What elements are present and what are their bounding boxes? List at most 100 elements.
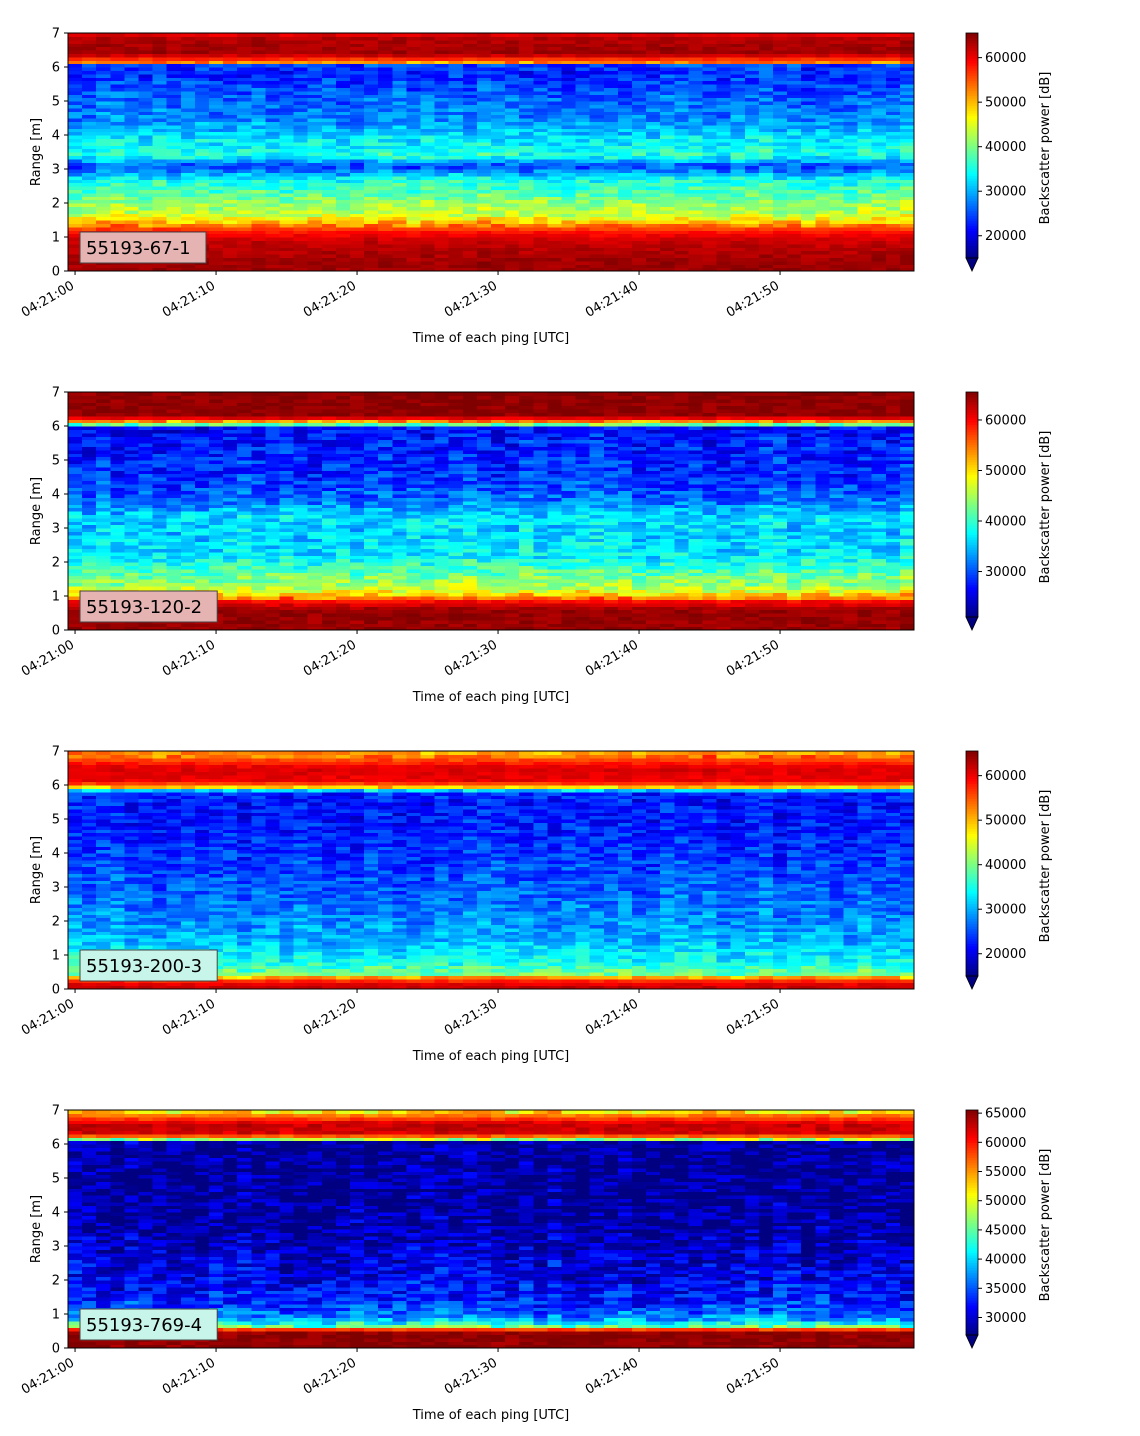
- heatmap-cell: [124, 196, 140, 201]
- heatmap-cell: [505, 33, 520, 37]
- heatmap-cell: [350, 152, 365, 156]
- heatmap-cell: [434, 43, 450, 48]
- heatmap-cell: [744, 141, 760, 146]
- heatmap-cell: [209, 33, 224, 37]
- heatmap-cell: [293, 135, 309, 139]
- heatmap-cell: [180, 87, 196, 92]
- heatmap-cell: [505, 223, 520, 228]
- heatmap-cell: [491, 254, 506, 258]
- heatmap-cell: [166, 131, 182, 136]
- heatmap-cell: [589, 216, 605, 221]
- heatmap-cell: [561, 213, 577, 218]
- heatmap-cell: [716, 216, 732, 221]
- heatmap-cell: [364, 141, 379, 146]
- heatmap-cell: [251, 111, 266, 116]
- heatmap-cell: [660, 243, 675, 248]
- heatmap-cell: [758, 148, 774, 153]
- heatmap-cell: [476, 158, 492, 163]
- heatmap-cell: [744, 243, 760, 248]
- heatmap-cell: [194, 189, 210, 194]
- heatmap-cell: [96, 128, 111, 133]
- heatmap-cell: [335, 243, 351, 248]
- heatmap-cell: [646, 148, 661, 153]
- heatmap-cell: [364, 50, 379, 54]
- heatmap-cell: [519, 121, 534, 126]
- heatmap-cell: [491, 233, 506, 238]
- heatmap-cell: [420, 121, 436, 126]
- heatmap-cell: [476, 199, 492, 204]
- heatmap-cell: [448, 257, 464, 262]
- colorbar-tick-label: 20000: [985, 229, 1026, 244]
- heatmap-cell: [237, 46, 252, 51]
- heatmap-cell: [166, 50, 182, 54]
- heatmap-cell: [589, 179, 605, 184]
- heatmap-cell: [68, 124, 83, 129]
- heatmap-cell: [406, 162, 422, 167]
- heatmap-cell: [166, 152, 182, 156]
- heatmap-cell: [589, 162, 605, 167]
- heatmap-cell: [82, 162, 97, 167]
- heatmap-cell: [575, 84, 591, 88]
- heatmap-cell: [96, 155, 111, 160]
- heatmap-cell: [293, 162, 309, 167]
- heatmap-cell: [476, 203, 492, 207]
- heatmap-cell: [96, 121, 111, 126]
- heatmap-cell: [660, 230, 675, 235]
- heatmap-cell: [307, 148, 323, 153]
- heatmap-cell: [180, 138, 196, 143]
- heatmap-cell: [547, 162, 563, 167]
- heatmap-cell: [138, 267, 154, 272]
- heatmap-cell: [476, 213, 492, 218]
- heatmap-cell: [378, 67, 393, 71]
- heatmap-cell: [632, 254, 647, 258]
- heatmap-cell: [575, 39, 591, 44]
- heatmap-cell: [801, 243, 816, 248]
- heatmap-cell: [265, 209, 281, 214]
- heatmap-cell: [321, 97, 337, 102]
- heatmap-cell: [378, 33, 393, 37]
- heatmap-cell: [787, 216, 802, 221]
- heatmap-cell: [335, 226, 351, 231]
- heatmap-cell: [519, 63, 534, 68]
- heatmap-cell: [335, 131, 351, 136]
- heatmap-cell: [476, 60, 492, 65]
- heatmap-cell: [420, 63, 436, 68]
- heatmap-cell: [462, 192, 478, 197]
- heatmap-cell: [237, 213, 252, 218]
- heatmap-cell: [533, 237, 548, 241]
- heatmap-cell: [533, 179, 548, 184]
- heatmap-cell: [885, 250, 901, 255]
- heatmap-cell: [166, 470, 182, 475]
- heatmap-cell: [646, 70, 661, 75]
- heatmap-cell: [152, 216, 168, 221]
- heatmap-cell: [462, 148, 478, 153]
- heatmap-cell: [575, 264, 591, 269]
- heatmap-cell: [617, 84, 633, 88]
- heatmap-cell: [617, 118, 633, 122]
- heatmap-cell: [335, 104, 351, 109]
- heatmap-cell: [476, 237, 492, 241]
- heatmap-cell: [773, 226, 788, 231]
- heatmap-cell: [632, 250, 647, 255]
- heatmap-cell: [124, 487, 140, 492]
- heatmap-cell: [350, 80, 365, 85]
- heatmap-cell: [251, 53, 266, 58]
- heatmap-cell: [603, 179, 619, 184]
- heatmap-cell: [688, 243, 704, 248]
- heatmap-cell: [251, 101, 266, 105]
- heatmap-cell: [152, 179, 168, 184]
- heatmap-cell: [110, 189, 125, 194]
- heatmap-cell: [166, 179, 182, 184]
- heatmap-cell: [251, 63, 266, 68]
- heatmap-cell: [350, 128, 365, 133]
- heatmap-cell: [406, 264, 422, 269]
- heatmap-cell: [279, 111, 295, 116]
- heatmap-cell: [505, 237, 520, 241]
- heatmap-cell: [758, 182, 774, 187]
- heatmap-cell: [68, 111, 83, 116]
- heatmap-cell: [321, 36, 337, 41]
- heatmap-cell: [603, 67, 619, 71]
- y-tick-label: 2: [52, 197, 60, 212]
- heatmap-cell: [279, 162, 295, 167]
